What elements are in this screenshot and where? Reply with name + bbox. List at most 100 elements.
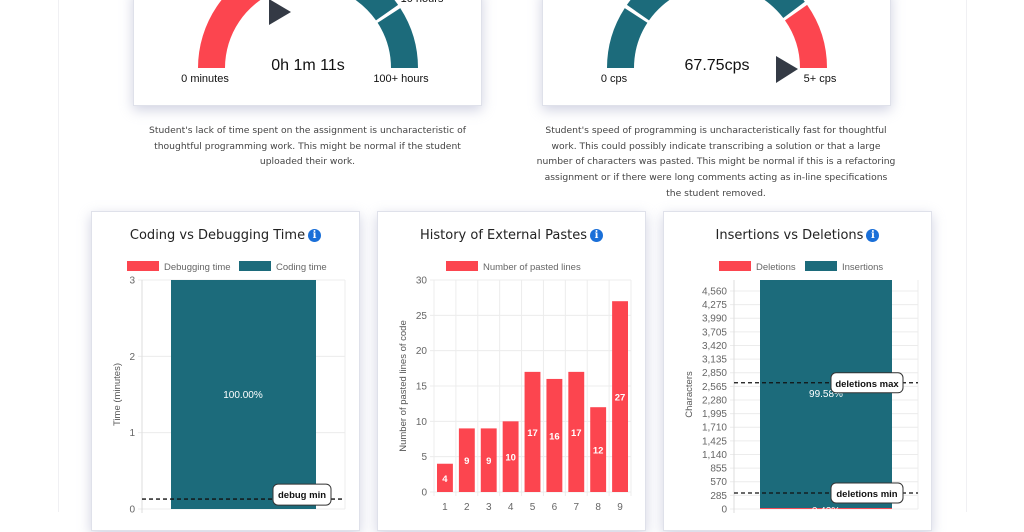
bar-label: 100.00% [223,390,263,401]
insertions-deletions-chart: Deletions Insertions 0 285 570 855 1,140 1,425 1… [684,261,919,517]
external-pastes-card: History of External Pastes i Number of pa… [377,211,646,531]
annotation-box [830,372,904,394]
x-tick-label: 3 [486,502,492,513]
y-tick-label: 0 [721,505,727,516]
annotation-box [272,483,332,506]
y-tick-label: 10 [416,417,428,428]
y-tick-label: 0 [421,488,427,499]
annotation-label: debug min [278,490,326,501]
y-axis-label: Number of pasted lines of code [398,320,409,452]
gauge-segment [377,8,418,68]
gauge-segment [607,8,648,68]
y-tick-label: 0 [129,505,135,516]
annotation-box [830,482,904,504]
bar-value-label: 9 [486,456,491,467]
gauge-min-label: 0 cps [601,73,628,85]
bar-value-label: 17 [527,428,538,439]
bar [480,428,497,492]
bar [546,378,563,492]
y-tick-label: 2,850 [702,368,727,379]
time-gauge: 0h 1m 11s 0 minutes 100+ hours 10 hours [181,0,444,85]
y-tick-label: 3,420 [702,341,727,352]
y-tick-label: 3,135 [702,355,727,366]
gauge-segment [355,0,399,21]
y-tick-label: 4,275 [702,300,727,311]
y-tick-label: 1,710 [702,423,727,434]
time-gauge-description: Student's lack of time spent on the assi… [149,125,466,168]
chart-title: Coding vs Debugging Time [129,228,306,243]
bar-value-label: 12 [593,446,604,457]
y-tick-label: 1,140 [702,450,727,461]
x-tick-label: 7 [573,502,579,513]
coding-debugging-chart: Debugging time Coding time 0 1 2 3 Time (minut… [112,261,346,516]
x-tick-label: 9 [617,502,623,513]
y-tick-label: 4,560 [702,286,727,297]
bar [524,371,541,492]
speed-gauge-card: 67.75cps 0 cps 5+ cps [542,0,891,106]
insertions-deletions-card: Insertions vs Deletions i Deletions Insert… [663,211,932,531]
y-tick-label: 5 [421,452,427,463]
y-tick-label: 1 [129,428,135,439]
legend-label: Insertions [842,262,883,273]
bar-deletions [760,508,892,509]
external-pastes-chart: Number of pasted lines051015202530Number… [398,261,632,513]
gauge-segment [784,4,827,68]
annotation-label: deletions max [835,379,899,390]
bar-value-label: 4 [442,474,448,485]
legend-label: Coding time [276,262,327,273]
y-tick-label: 20 [416,346,428,357]
y-tick-label: 1,425 [702,436,727,447]
bar-coding-time [171,280,316,509]
x-tick-label: 1 [442,502,448,513]
speed-gauge: 67.75cps 0 cps 5+ cps [601,0,837,85]
y-tick-label: 15 [416,382,428,393]
bar [590,407,607,492]
bar-value-label: 17 [571,428,582,439]
time-gauge-card: 0h 1m 11s 0 minutes 100+ hours 10 hours [133,0,482,106]
info-icon[interactable]: i [589,229,603,242]
chart-title: History of External Pastes [420,228,587,243]
bar [437,463,453,492]
coding-debugging-card: Coding vs Debugging Time i Debugging time… [91,211,360,531]
y-tick-label: 285 [710,491,727,502]
y-tick-label: 570 [710,477,727,488]
bar-label: 99.58% [809,389,843,400]
x-tick-label: 6 [552,502,558,513]
x-tick-label: 2 [464,502,470,513]
y-axis-label: Time (minutes) [112,363,123,426]
bar-value-label: 10 [505,453,516,464]
y-tick-label: 30 [416,276,428,287]
legend-label: Number of pasted lines [483,262,581,273]
gauge-max-label: 5+ cps [804,73,837,85]
gauge-pointer-icon [776,56,798,83]
content-border-left [58,0,59,512]
y-tick-label: 25 [416,311,428,322]
legend-label: Debugging time [164,262,231,273]
bar-value-label: 9 [464,456,469,467]
gauge-segment [626,0,805,21]
annotation-label: deletions min [836,489,897,500]
bar [612,301,628,492]
gauge-segment [198,0,261,68]
gauge-value: 0h 1m 11s [271,57,345,74]
y-tick-label: 2,280 [702,395,727,406]
y-axis-label: Characters [684,371,695,418]
bar-value-label: 27 [615,393,626,404]
info-icon[interactable]: i [308,229,322,242]
gauge-pointer-icon [269,0,291,25]
y-tick-label: 3,990 [702,314,727,325]
y-tick-label: 3 [129,276,135,287]
info-icon[interactable]: i [866,229,880,242]
legend-swatch [719,261,751,271]
content-border-right [966,0,967,512]
y-tick-label: 2 [129,352,135,363]
x-tick-label: 4 [508,502,514,513]
bar [458,428,475,492]
bar [502,421,519,492]
legend-swatch [127,261,159,271]
bar-insertions [760,280,892,509]
gauge-mid-label: 10 hours [401,0,444,5]
x-tick-label: 8 [595,502,601,513]
x-tick-label: 5 [530,502,536,513]
legend-swatch [805,261,837,271]
